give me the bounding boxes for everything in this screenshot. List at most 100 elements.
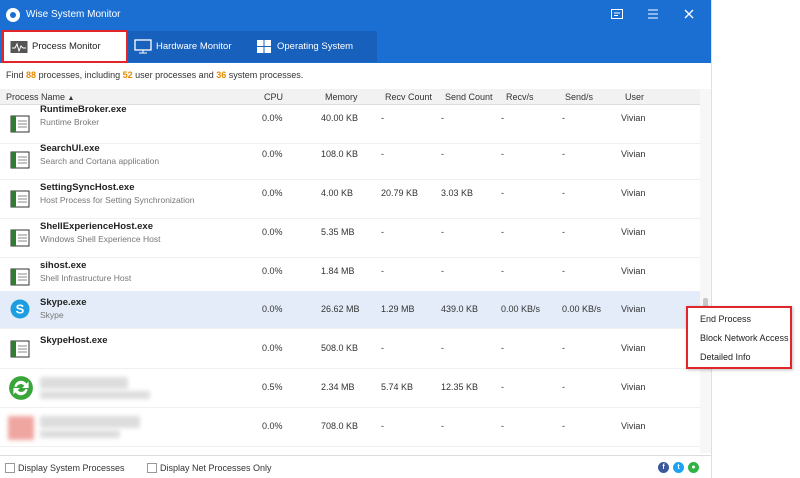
- background-area: [711, 0, 800, 478]
- application-window-icon: [10, 229, 30, 247]
- column-header-user[interactable]: User: [625, 92, 645, 102]
- table-row[interactable]: ShellExperienceHost.exe Windows Shell Ex…: [0, 219, 700, 258]
- redacted-process-icon: [8, 416, 34, 440]
- send-count-value: -: [441, 266, 444, 276]
- recv-count-value: 1.29 MB: [381, 304, 415, 314]
- user-value: Vivian: [621, 382, 646, 392]
- process-list: RuntimeBroker.exe Runtime Broker 0.0% 40…: [0, 105, 700, 453]
- table-row[interactable]: SearchUI.exe Search and Cortana applicat…: [0, 141, 700, 180]
- cpu-value: 0.0%: [262, 266, 283, 276]
- memory-value: 1.84 MB: [321, 266, 355, 276]
- tab-hardware-monitor[interactable]: Hardware Monitor: [128, 31, 249, 62]
- display-net-processes-checkbox[interactable]: [147, 463, 157, 473]
- process-description: Skype: [40, 310, 64, 320]
- skype-icon: S: [10, 299, 30, 319]
- checkbox-label: Display Net Processes Only: [160, 463, 272, 473]
- recv-count-value: 5.74 KB: [381, 382, 414, 392]
- recv-count-value: -: [381, 149, 384, 159]
- system-count: 36: [216, 70, 227, 80]
- recv-count-value: -: [381, 421, 384, 431]
- chat-icon[interactable]: ●: [688, 462, 699, 473]
- column-header-recv-rate[interactable]: Recv/s: [506, 92, 534, 102]
- redacted-process-description: [40, 430, 120, 438]
- send-rate-value: -: [562, 266, 565, 276]
- send-count-value: 3.03 KB: [441, 188, 474, 198]
- redacted-process-name: [40, 416, 140, 428]
- close-icon[interactable]: [680, 6, 698, 24]
- table-row-selected[interactable]: S Skype.exe Skype 0.0% 26.62 MB 1.29 MB …: [0, 291, 700, 329]
- scrollbar-thumb[interactable]: [703, 298, 708, 312]
- menu-item-end-process[interactable]: End Process: [700, 314, 752, 324]
- column-header-memory[interactable]: Memory: [325, 92, 358, 102]
- recv-rate-value: -: [501, 149, 504, 159]
- table-row[interactable]: 0.0% 708.0 KB - - - - Vivian: [0, 408, 700, 447]
- send-count-value: -: [441, 113, 444, 123]
- send-count-value: 12.35 KB: [441, 382, 479, 392]
- summary-text: system processes.: [228, 70, 304, 80]
- windows-logo-icon: [257, 40, 271, 53]
- cpu-value: 0.0%: [262, 343, 283, 353]
- svg-text:S: S: [16, 302, 25, 317]
- process-description: Shell Infrastructure Host: [40, 273, 132, 283]
- summary-text: Find: [6, 70, 24, 80]
- column-header-send-count[interactable]: Send Count: [445, 92, 493, 102]
- user-value: Vivian: [621, 113, 646, 123]
- memory-value: 108.0 KB: [321, 149, 359, 159]
- total-count: 88: [26, 70, 37, 80]
- column-header-name[interactable]: Process Name ▲: [6, 92, 75, 102]
- recv-rate-value: 0.00 KB/s: [501, 304, 541, 314]
- summary-text: user processes and: [135, 70, 214, 80]
- memory-value: 4.00 KB: [321, 188, 354, 198]
- application-window-icon: [10, 115, 30, 133]
- user-value: Vivian: [621, 188, 646, 198]
- process-name: ShellExperienceHost.exe: [40, 221, 153, 232]
- column-header-cpu[interactable]: CPU: [264, 92, 284, 102]
- table-row[interactable]: 0.5% 2.34 MB 5.74 KB 12.35 KB - - Vivian: [0, 369, 700, 408]
- app-title: Wise System Monitor: [26, 9, 121, 20]
- display-system-processes-checkbox[interactable]: [5, 463, 15, 473]
- tab-process-monitor[interactable]: Process Monitor: [2, 30, 128, 63]
- sync-arrows-icon: [9, 376, 33, 400]
- recv-rate-value: -: [501, 113, 504, 123]
- tab-label: Hardware Monitor: [156, 41, 232, 52]
- menu-item-detailed-info[interactable]: Detailed Info: [700, 352, 751, 362]
- twitter-icon[interactable]: t: [673, 462, 684, 473]
- menu-icon[interactable]: [644, 6, 662, 24]
- memory-value: 508.0 KB: [321, 343, 359, 353]
- send-rate-value: -: [562, 113, 565, 123]
- process-summary: Find 88 processes, including 52 user pro…: [6, 70, 303, 80]
- cpu-value: 0.0%: [262, 227, 283, 237]
- application-window-icon: [10, 268, 30, 286]
- process-description: Windows Shell Experience Host: [40, 234, 161, 244]
- cpu-value: 0.0%: [262, 304, 283, 314]
- user-value: Vivian: [621, 227, 646, 237]
- column-header-recv-count[interactable]: Recv Count: [385, 92, 433, 102]
- memory-value: 40.00 KB: [321, 113, 359, 123]
- recv-count-value: 20.79 KB: [381, 188, 419, 198]
- application-window-icon: [10, 151, 30, 169]
- vertical-scrollbar[interactable]: [700, 89, 711, 453]
- column-header-send-rate[interactable]: Send/s: [565, 92, 594, 102]
- tab-operating-system[interactable]: Operating System: [249, 31, 377, 62]
- user-value: Vivian: [621, 149, 646, 159]
- user-count: 52: [122, 70, 133, 80]
- menu-item-block-network-access[interactable]: Block Network Access: [700, 333, 789, 343]
- table-row[interactable]: SettingSyncHost.exe Host Process for Set…: [0, 180, 700, 219]
- send-count-value: -: [441, 421, 444, 431]
- feedback-icon[interactable]: [608, 6, 626, 24]
- sort-ascending-icon: ▲: [67, 95, 75, 102]
- send-count-value: -: [441, 343, 444, 353]
- process-description: Search and Cortana application: [40, 156, 160, 166]
- app-logo-icon: [6, 8, 20, 22]
- recv-rate-value: -: [501, 421, 504, 431]
- user-value: Vivian: [621, 343, 646, 353]
- process-name: SearchUI.exe: [40, 143, 100, 154]
- process-name: sihost.exe: [40, 260, 87, 271]
- user-value: Vivian: [621, 304, 646, 314]
- table-row[interactable]: RuntimeBroker.exe Runtime Broker 0.0% 40…: [0, 105, 700, 144]
- table-row[interactable]: SkypeHost.exe 0.0% 508.0 KB - - - - Vivi…: [0, 330, 700, 369]
- facebook-icon[interactable]: f: [658, 462, 669, 473]
- send-rate-value: -: [562, 227, 565, 237]
- send-rate-value: -: [562, 149, 565, 159]
- send-rate-value: -: [562, 343, 565, 353]
